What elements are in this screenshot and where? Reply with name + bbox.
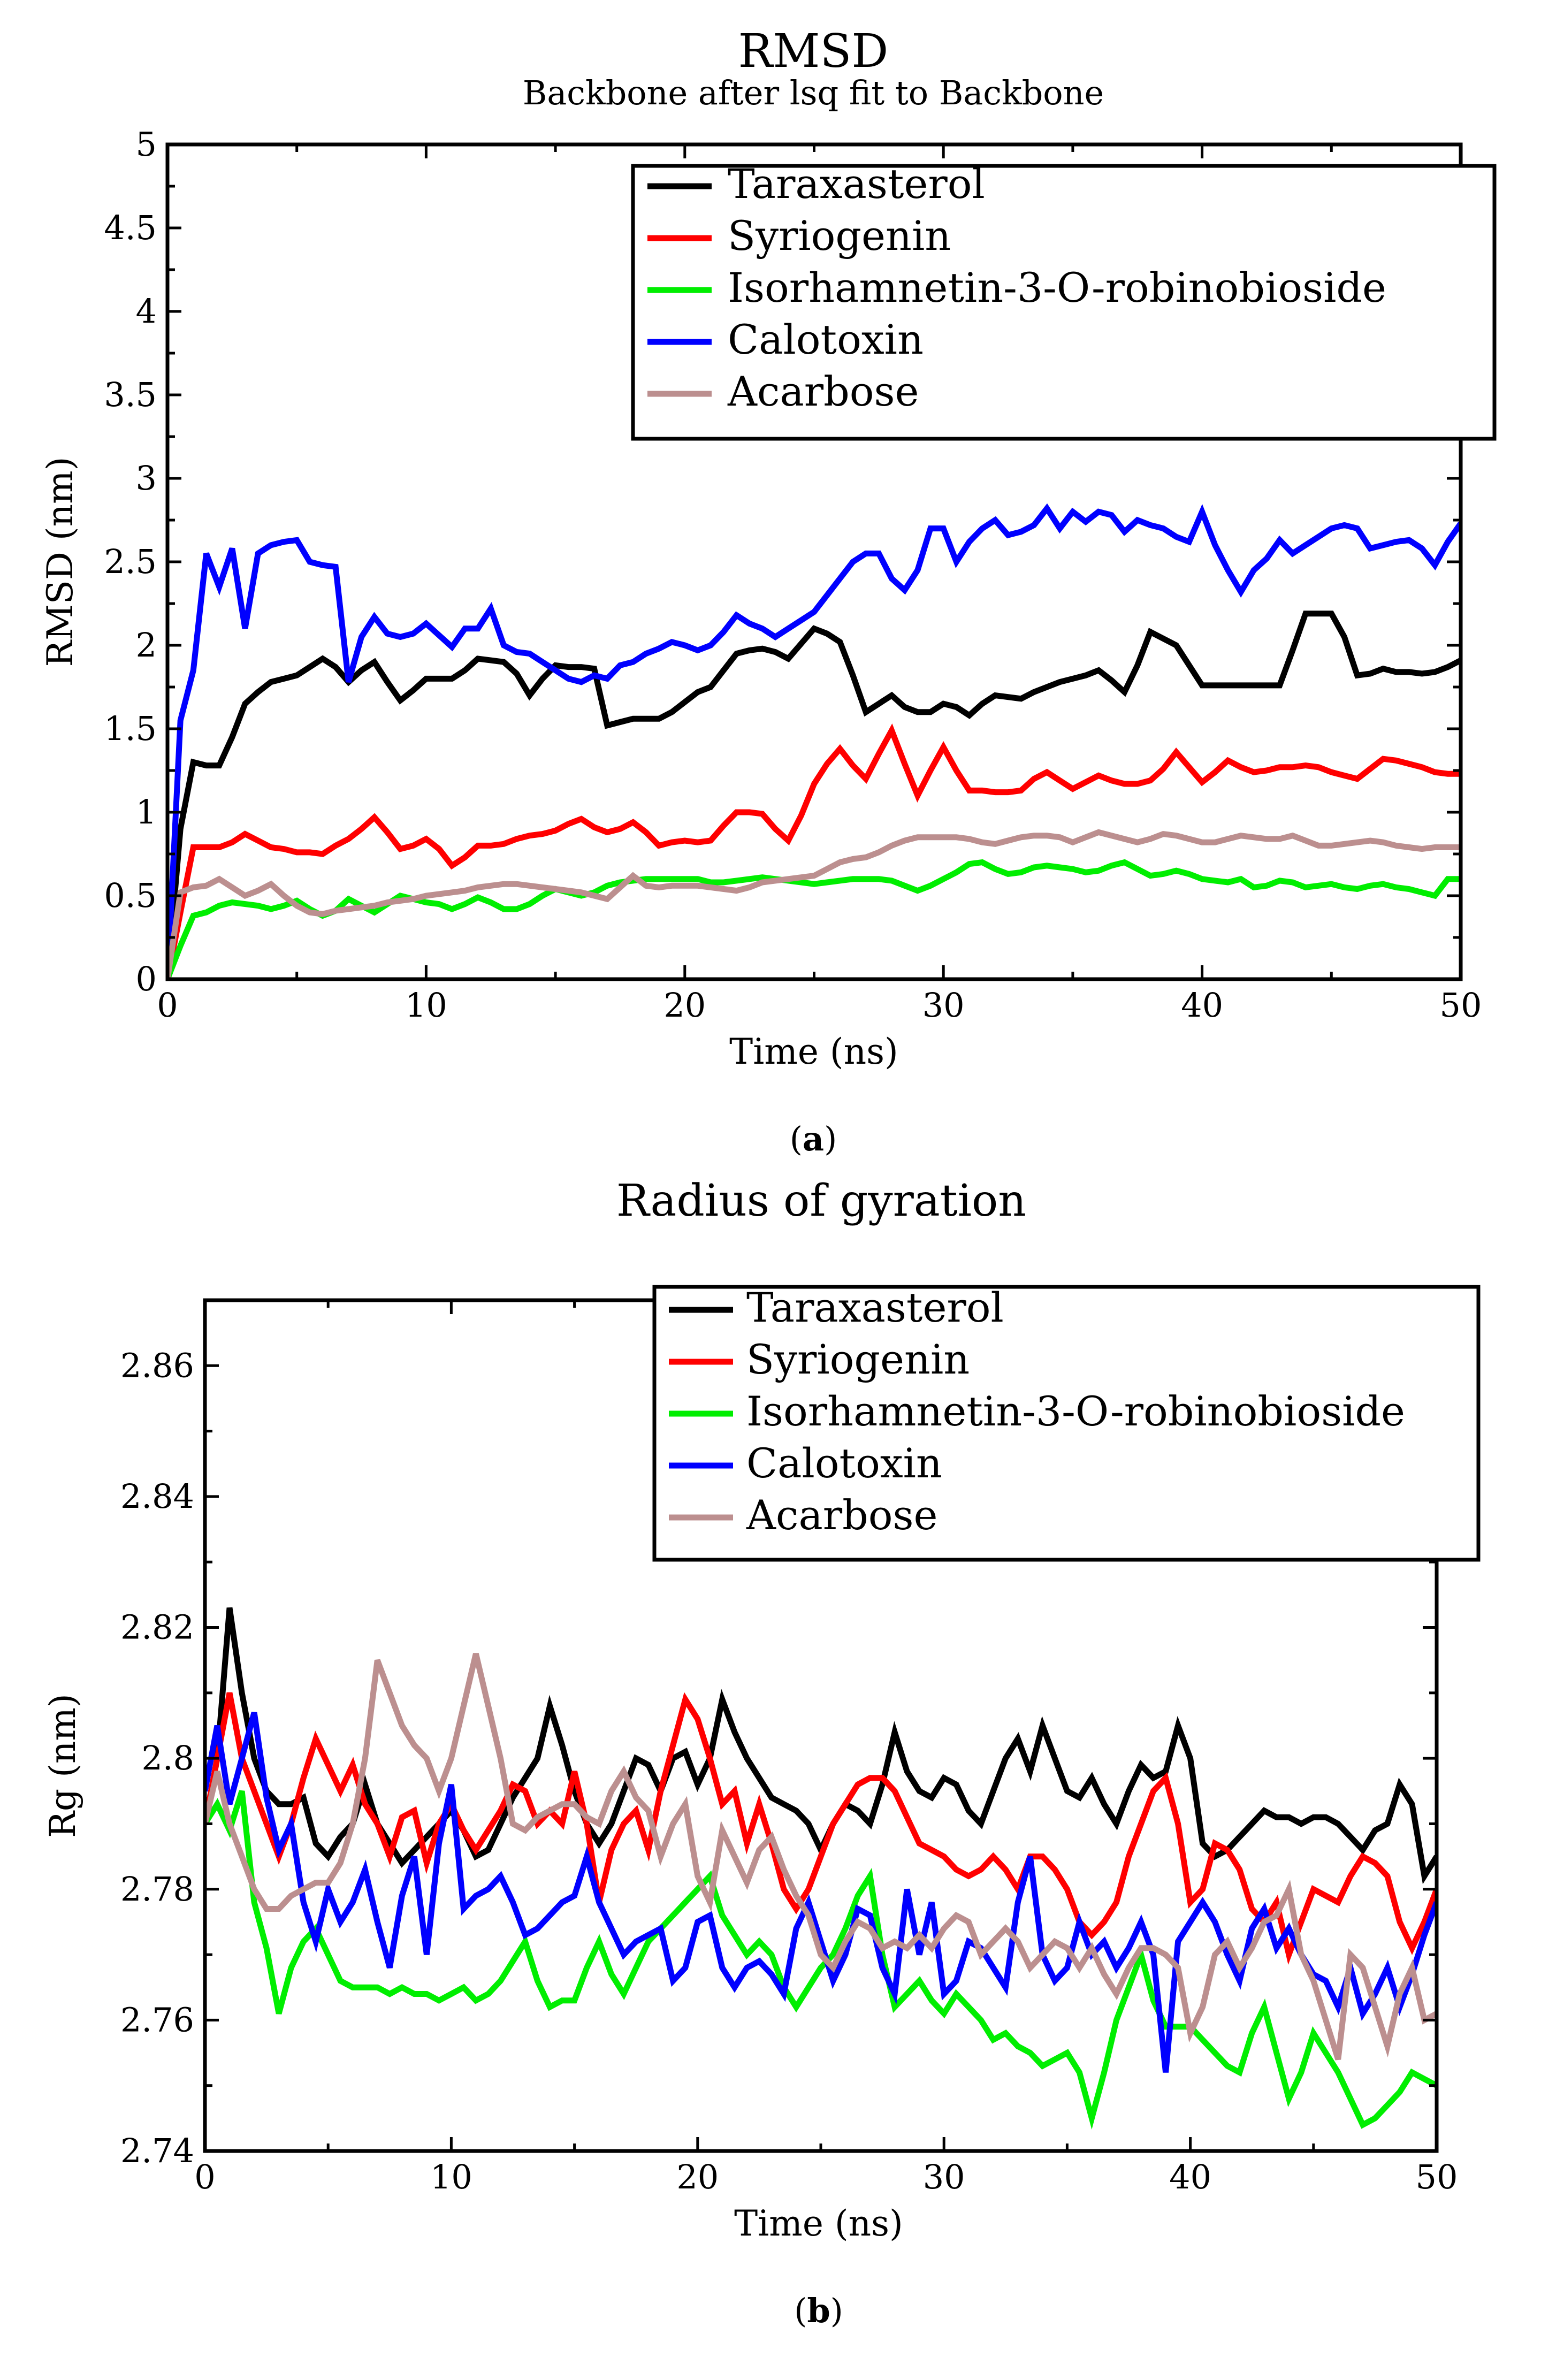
x-tick-label: 50 bbox=[1440, 986, 1482, 1025]
y-tick-label: 0 bbox=[136, 959, 157, 998]
x-tick-label: 10 bbox=[405, 986, 447, 1025]
series-line-calotoxin bbox=[167, 503, 1461, 979]
chart-a-caption: (a) bbox=[790, 1119, 837, 1158]
chart-b-caption: (b) bbox=[794, 2291, 843, 2330]
legend-box bbox=[631, 164, 1497, 441]
y-tick-label: 2 bbox=[136, 625, 157, 665]
legend-label: Acarbose bbox=[746, 1491, 937, 1539]
x-tick-label: 30 bbox=[923, 2157, 965, 2196]
y-tick-label: 2.74 bbox=[120, 2131, 194, 2170]
y-tick-label: 1 bbox=[136, 792, 157, 832]
chart-b-title: Radius of gyration bbox=[616, 1176, 1026, 1226]
chart-1-group: 2.74 2.76 2.78 2.8 2.82 2.84 2.86 0 10 20 30 40 50 Ta… bbox=[120, 1284, 1481, 2196]
x-tick-label: 40 bbox=[1169, 2157, 1211, 2196]
legend-label: Isorhamnetin-3-O-robinobioside bbox=[728, 264, 1386, 311]
legend: TaraxasterolSyriogeninIsorhamnetin-3-O-r… bbox=[631, 160, 1497, 441]
chart-b-xlabel: Time (ns) bbox=[734, 2203, 903, 2244]
x-tick-label: 20 bbox=[663, 986, 706, 1025]
series-line-calotoxin bbox=[205, 1712, 1437, 2073]
chart-a-xlabel: Time (ns) bbox=[729, 1031, 898, 1072]
chart-b-caption-letter: b bbox=[807, 2291, 830, 2330]
series-line-acarbose bbox=[205, 1653, 1437, 2061]
series-line-isorhamnetin-3-o-robinobioside bbox=[167, 859, 1461, 979]
x-tick-label: 10 bbox=[430, 2157, 472, 2196]
series-line-syriogenin bbox=[205, 1692, 1437, 1965]
legend-label: Taraxasterol bbox=[728, 160, 985, 208]
x-tick-label: 30 bbox=[922, 986, 965, 1025]
series-line-syriogenin bbox=[167, 723, 1461, 979]
y-tick-label: 3.5 bbox=[104, 375, 157, 414]
chart-a-caption-letter: a bbox=[803, 1119, 824, 1158]
y-tick-label: 2.8 bbox=[141, 1738, 194, 1778]
chart-0-group: 00.511.522.533.544.550 10 20 30 40 50Taraxast… bbox=[104, 125, 1497, 1025]
chart-b-caption-open: ( bbox=[794, 2291, 807, 2330]
legend-label: Calotoxin bbox=[746, 1439, 942, 1487]
chart-a-title: RMSD bbox=[738, 25, 889, 78]
x-tick-label: 20 bbox=[676, 2157, 719, 2196]
series-line-taraxasterol bbox=[205, 1607, 1437, 1885]
legend-label: Isorhamnetin-3-O-robinobioside bbox=[746, 1387, 1405, 1435]
y-tick-label: 2.78 bbox=[120, 1870, 194, 1909]
legend: Taraxasterol SyriogeninIsorhamnetin-3-O-r… bbox=[652, 1284, 1481, 1562]
chart-a-caption-close: ) bbox=[824, 1119, 837, 1158]
chart-a-caption-open: ( bbox=[790, 1119, 803, 1158]
chart-b-caption-close: ) bbox=[830, 2291, 843, 2330]
chart-a-subtitle: Backbone after lsq fit to Backbone bbox=[523, 73, 1104, 112]
y-tick-label: 2.84 bbox=[120, 1477, 194, 1516]
y-tick-label: 1.5 bbox=[104, 709, 157, 748]
y-tick-label: 0.5 bbox=[104, 876, 157, 915]
x-tick-label: 0 bbox=[157, 986, 178, 1025]
y-tick-label: 4 bbox=[136, 292, 157, 331]
y-tick-label: 5 bbox=[136, 125, 157, 164]
y-tick-label: 2.82 bbox=[120, 1608, 194, 1647]
y-tick-label: 3 bbox=[136, 459, 157, 498]
series-line-taraxasterol bbox=[167, 611, 1461, 979]
legend-label: Syriogenin bbox=[728, 212, 951, 260]
series-line-acarbose bbox=[167, 829, 1461, 979]
chart-b-ylabel: Rg (nm) bbox=[42, 1694, 83, 1838]
legend-box bbox=[652, 1285, 1481, 1562]
legend-label: Acarbose bbox=[727, 368, 919, 415]
x-tick-label: 50 bbox=[1416, 2157, 1458, 2196]
x-tick-label: 40 bbox=[1181, 986, 1223, 1025]
x-tick-label: 0 bbox=[194, 2157, 215, 2196]
y-tick-label: 4.5 bbox=[104, 208, 157, 247]
legend-label: Calotoxin bbox=[728, 316, 924, 363]
chart-a-ylabel: RMSD (nm) bbox=[40, 457, 81, 667]
y-tick-label: 2.5 bbox=[104, 542, 157, 581]
series-line-isorhamnetin-3-o-robinobioside bbox=[205, 1790, 1437, 2130]
legend-label: Syriogenin bbox=[746, 1336, 970, 1383]
legend-label: Taraxasterol bbox=[746, 1284, 1004, 1331]
y-tick-label: 2.86 bbox=[120, 1346, 194, 1385]
y-tick-label: 2.76 bbox=[120, 2000, 194, 2039]
